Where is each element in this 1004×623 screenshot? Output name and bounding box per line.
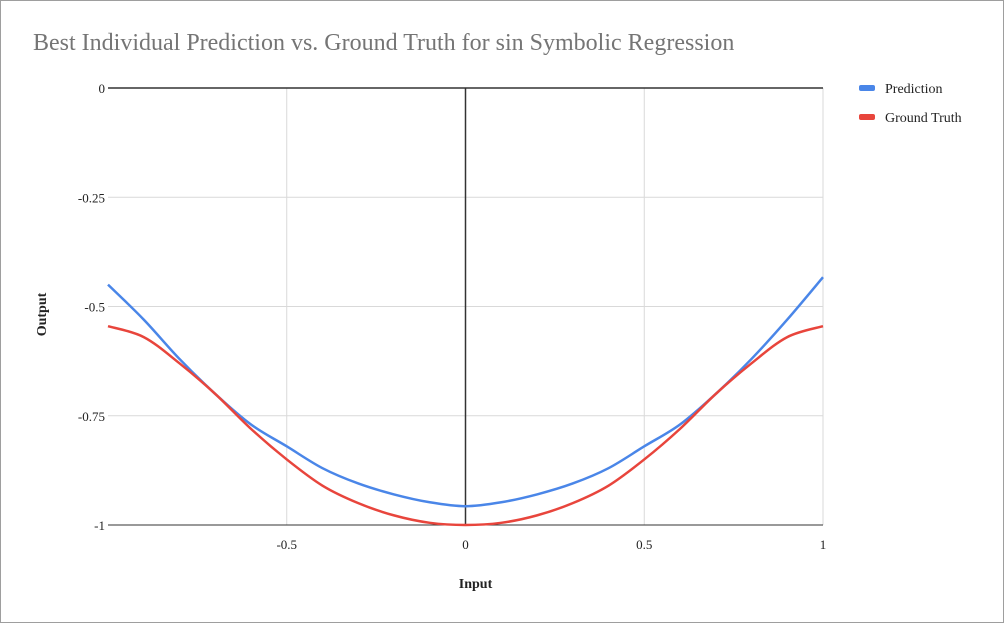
x-tick-label: 0.5 bbox=[636, 537, 652, 552]
y-tick-label: -1 bbox=[94, 518, 105, 533]
tick-labels: 0 -0.25 -0.5 -0.75 -1 -0.5 0 0.5 1 bbox=[78, 81, 826, 552]
x-axis-label: Input bbox=[459, 577, 493, 592]
y-tick-label: 0 bbox=[99, 81, 106, 96]
y-tick-label: -0.25 bbox=[78, 190, 105, 205]
x-tick-label: -0.5 bbox=[276, 537, 297, 552]
legend-swatch bbox=[859, 114, 875, 120]
series-lines bbox=[107, 276, 824, 527]
chart-title: Best Individual Prediction vs. Ground Tr… bbox=[33, 30, 735, 56]
legend-swatch bbox=[859, 85, 875, 91]
y-axis-label: Output bbox=[35, 292, 50, 336]
x-tick-label: 0 bbox=[462, 537, 469, 552]
x-tick-label: 1 bbox=[820, 537, 827, 552]
legend-label: Ground Truth bbox=[885, 111, 962, 126]
y-tick-label: -0.75 bbox=[78, 409, 105, 424]
legend-label: Prediction bbox=[885, 82, 943, 97]
series-line-ground-truth bbox=[107, 324, 824, 527]
y-tick-label: -0.5 bbox=[84, 300, 105, 315]
legend: Prediction Ground Truth bbox=[859, 82, 962, 126]
